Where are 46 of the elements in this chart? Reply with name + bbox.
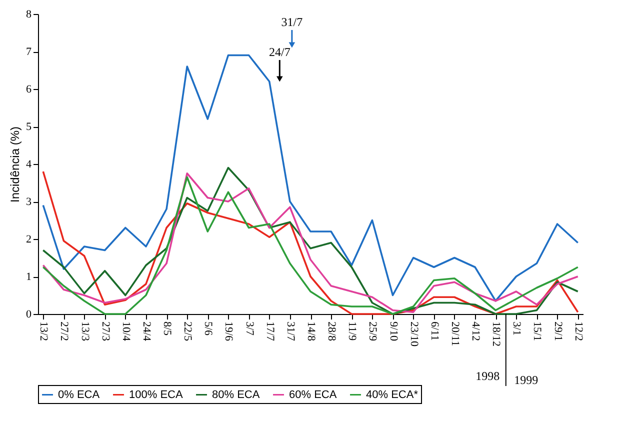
x-tick-label: 6/11 [428, 322, 440, 341]
x-tick-label: 19/6 [222, 322, 235, 342]
annotation: 31/7 [281, 15, 303, 29]
x-tick-label: 27/3 [99, 322, 112, 342]
x-tick-label: 10/4 [120, 322, 132, 342]
x-tick-label: 20/11 [448, 322, 461, 346]
legend-label: 80% ECA [212, 388, 260, 401]
x-tick-label: 12/2 [572, 322, 584, 342]
y-tick-label: 1 [26, 271, 32, 283]
legend-label: 40% ECA* [366, 388, 419, 401]
legend-label: 60% ECA [289, 388, 338, 401]
legend-label: 100% ECA [129, 388, 184, 401]
x-tick-label: 22/5 [182, 322, 194, 342]
y-tick-label: 0 [26, 308, 32, 320]
x-tick-label: 4/12 [470, 322, 482, 342]
x-tick-label: 9/10 [387, 322, 400, 342]
y-tick-label: 8 [26, 8, 32, 20]
x-tick-label: 25/9 [366, 322, 379, 342]
x-tick-label: 31/7 [284, 322, 296, 342]
x-tick-label: 3/7 [243, 322, 256, 336]
text: 1998 [476, 369, 500, 383]
y-tick-label: 7 [26, 46, 32, 58]
x-tick-label: 8/5 [161, 322, 174, 336]
legend-label: 0% ECA [58, 388, 100, 401]
x-tick-label: 13/3 [78, 322, 91, 342]
x-tick-label: 28/8 [326, 322, 338, 342]
text: 1999 [514, 373, 538, 387]
x-tick-label: 23/10 [408, 322, 420, 348]
x-tick-label: 5/6 [202, 322, 214, 336]
y-tick-label: 2 [26, 234, 32, 246]
x-tick-label: 14/8 [305, 322, 317, 342]
y-axis-title: Incidência (%) [8, 126, 22, 203]
x-tick-label: 24/4 [140, 322, 152, 342]
y-tick-label: 6 [26, 84, 32, 96]
x-tick-label: 17/7 [264, 322, 276, 342]
x-tick-label: 27/2 [58, 322, 70, 342]
x-tick-label: 11/9 [346, 322, 358, 342]
x-tick-label: 3/1 [510, 322, 523, 336]
y-tick-label: 5 [26, 121, 32, 133]
x-tick-label: 13/2 [38, 322, 50, 342]
annotation: 24/7 [268, 45, 290, 59]
x-tick-label: 15/1 [531, 322, 544, 342]
y-tick-label: 4 [26, 158, 32, 170]
x-tick-label: 18/12 [490, 322, 502, 347]
y-tick-label: 3 [26, 196, 32, 208]
x-tick-label: 29/1 [552, 322, 564, 342]
